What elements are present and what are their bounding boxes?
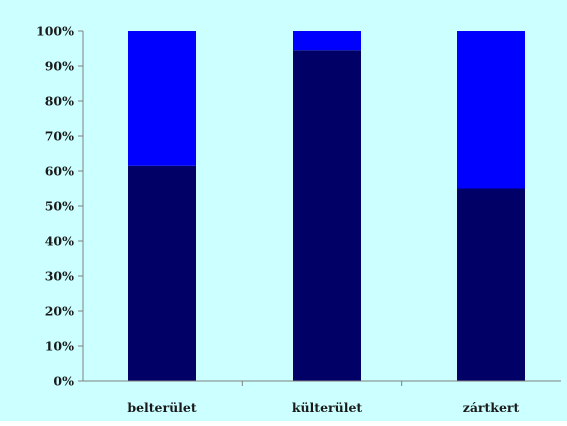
bar-belterület-segment-2 (128, 31, 196, 166)
x-category-label: belterület (127, 400, 197, 415)
x-category-label: külterület (292, 400, 363, 415)
bar-külterület-segment-2 (293, 31, 361, 51)
y-tick-label: 40% (45, 234, 74, 249)
bars-layer (128, 31, 525, 381)
bar-zártkert-segment-1 (457, 188, 525, 381)
y-tick-label: 10% (45, 339, 74, 354)
bar-belterület-segment-1 (128, 165, 196, 381)
y-tick-label: 90% (45, 59, 74, 74)
bar-külterület-segment-1 (293, 50, 361, 381)
bar-zártkert-segment-2 (457, 31, 525, 189)
y-tick-label: 30% (45, 269, 74, 284)
y-tick-label: 60% (45, 164, 74, 179)
y-tick-label: 0% (53, 374, 74, 389)
y-tick-label: 100% (36, 24, 74, 39)
y-tick-label: 80% (45, 94, 74, 109)
axis-layer (78, 30, 561, 386)
y-tick-label: 20% (45, 304, 74, 319)
x-category-label: zártkert (463, 400, 520, 415)
y-tick-label: 70% (45, 129, 74, 144)
labels-layer: 0% 10% 20% 30% 40% 50% 60% 70% 80% 90% 100% belterü… (36, 24, 519, 416)
y-tick-label: 50% (45, 199, 74, 214)
